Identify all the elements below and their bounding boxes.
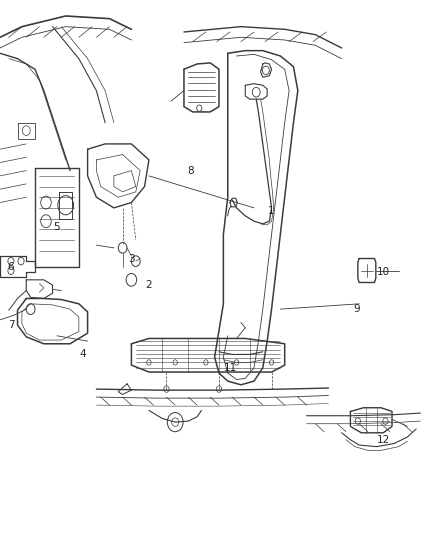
Text: 11: 11 [223, 363, 237, 373]
Text: 7: 7 [7, 320, 14, 330]
Text: 10: 10 [377, 267, 390, 277]
Text: 12: 12 [377, 435, 390, 445]
Text: 8: 8 [187, 166, 194, 175]
Text: 5: 5 [53, 222, 60, 231]
Text: 4: 4 [80, 350, 87, 359]
Text: 9: 9 [353, 304, 360, 314]
Text: 1: 1 [268, 206, 275, 215]
Text: 6: 6 [7, 262, 14, 271]
Text: 3: 3 [128, 254, 135, 263]
Text: 2: 2 [145, 280, 152, 290]
